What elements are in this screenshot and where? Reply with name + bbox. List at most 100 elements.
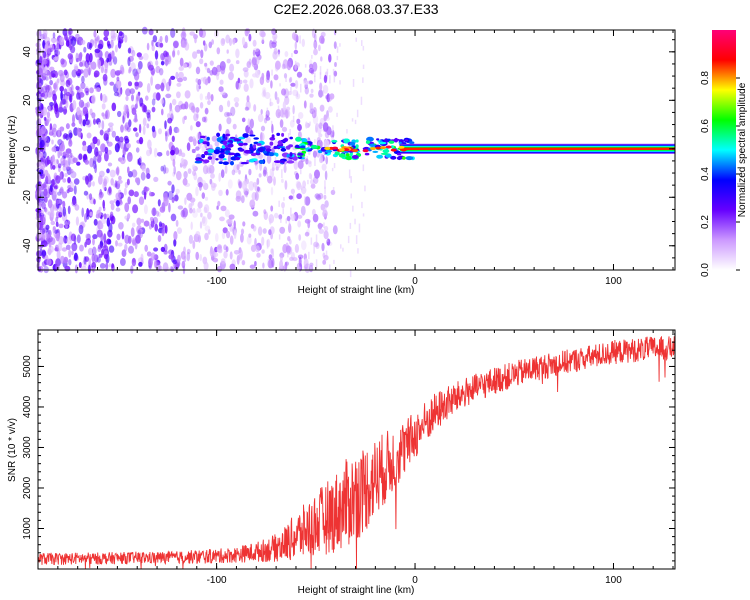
spectrogram-cell (331, 130, 334, 136)
spectrogram-cell (292, 194, 295, 201)
spectrogram-cell (55, 200, 59, 206)
spectrogram-cell (63, 108, 68, 114)
spectrogram-cell (102, 73, 108, 82)
spectrogram-cell (110, 68, 116, 78)
spectrogram-cell (284, 180, 288, 190)
spectrogram-cell (43, 116, 47, 121)
spectrogram-cell (36, 162, 42, 167)
spectrogram-cell (347, 235, 350, 244)
spectrogram-cell (69, 93, 73, 103)
spectrogram-cell (82, 106, 89, 115)
spectrogram-cell (254, 261, 257, 267)
spectrogram-cell (170, 149, 175, 156)
spectrogram-cell (211, 135, 218, 142)
spectrogram-cell (55, 211, 61, 219)
spectrogram-cell (186, 142, 191, 152)
spectrogram-cell (68, 95, 72, 102)
spectrogram-cell (190, 125, 193, 131)
spectrogram-cell (220, 258, 226, 265)
spectrogram-cell (289, 136, 294, 140)
spectrogram-cell (262, 87, 267, 95)
spectrogram-cell (159, 35, 163, 43)
spectrogram-cell (47, 199, 53, 209)
spectrogram-cell (279, 254, 283, 262)
spectrogram-cell (66, 237, 73, 245)
spectrogram-cell (236, 254, 240, 265)
spectrogram-cell (237, 77, 241, 84)
spectrogram-cell (41, 228, 45, 235)
spectrogram-cell (265, 76, 270, 83)
spectrogram-cell (89, 174, 94, 181)
spectrogram-cell (127, 56, 131, 67)
spectrogram-cell (76, 127, 80, 137)
spectrogram-cell (203, 206, 208, 214)
spectrogram-cell (227, 143, 234, 148)
spectrogram-cell (196, 207, 202, 213)
spectrogram-cell (267, 175, 273, 184)
spectrogram-cell (115, 240, 118, 247)
spectrogram-cell (230, 161, 234, 166)
spectrogram-cell (103, 233, 107, 243)
spectrogram-cell (199, 221, 203, 229)
spectrogram-cell (189, 197, 196, 203)
spectrogram-cell (154, 50, 159, 60)
spectrogram-cell (53, 82, 57, 90)
spectrogram-cell (159, 68, 164, 76)
spectrogram-cell (46, 234, 50, 239)
spectrogram-cell (93, 30, 97, 38)
spectrogram-cell (333, 75, 336, 83)
spectrogram-cell (152, 216, 159, 225)
spectrogram-cell (339, 43, 341, 47)
spectrogram-cell (186, 251, 191, 262)
spectrogram-cell (177, 205, 184, 210)
spectrogram-cell (310, 174, 313, 180)
spectrogram-cell (113, 56, 118, 65)
spectrogram-cell (274, 91, 278, 101)
spectrogram-cell (163, 250, 168, 255)
spectrogram-cell (296, 71, 303, 78)
spectrogram-cell (98, 253, 103, 258)
spectrogram-cell (312, 61, 318, 72)
spectrogram-cell (320, 56, 323, 62)
spectrogram-cell (270, 248, 274, 254)
spectrogram-cell (233, 97, 240, 103)
spectrogram-cell (83, 256, 87, 265)
spectrogram-cell (108, 187, 112, 193)
spectrogram-cell (261, 36, 265, 44)
spectrogram-cell (73, 252, 78, 261)
spectrogram-cell (267, 258, 270, 266)
spectrogram-cell (274, 36, 276, 43)
spectrogram-cell (78, 69, 84, 74)
spectrogram-cell (118, 175, 122, 181)
spectrogram-cell (49, 184, 53, 193)
spectrogram-cell (333, 70, 338, 77)
snr-xtick-label: 100 (605, 575, 622, 586)
spectrogram-cell (295, 172, 300, 180)
spectrogram-cell (197, 182, 203, 188)
spectrogram-cell (285, 245, 291, 254)
spectrogram-cell (182, 76, 188, 82)
spectrogram-cell (320, 203, 326, 211)
spectrogram-cell (109, 200, 115, 205)
spectrogram-cell (248, 158, 255, 163)
spectrogram-cell (301, 150, 307, 154)
spectrogram-cell (62, 206, 67, 217)
spectrogram-cell (108, 222, 113, 233)
spectrogram-cell (146, 251, 152, 257)
spectrogram-cell (108, 239, 112, 245)
spectrogram-cell (259, 76, 265, 85)
spectrogram-cell (234, 156, 241, 161)
spectrogram-cell (85, 233, 89, 240)
spectrogram-cell (84, 241, 87, 248)
spectrogram-cell (223, 158, 227, 161)
spectrogram-cell (243, 142, 248, 146)
spectrogram-cell (271, 257, 275, 268)
spectrogram-cell (38, 76, 42, 83)
spectrogram-cell (309, 93, 314, 98)
spectrogram-cell (55, 232, 60, 242)
spectrogram-cell (207, 100, 211, 106)
spectrogram-cell (152, 92, 158, 101)
spectrogram-cell (194, 37, 197, 44)
spectrogram-cell (164, 167, 169, 174)
spectrogram-cell (328, 53, 332, 63)
